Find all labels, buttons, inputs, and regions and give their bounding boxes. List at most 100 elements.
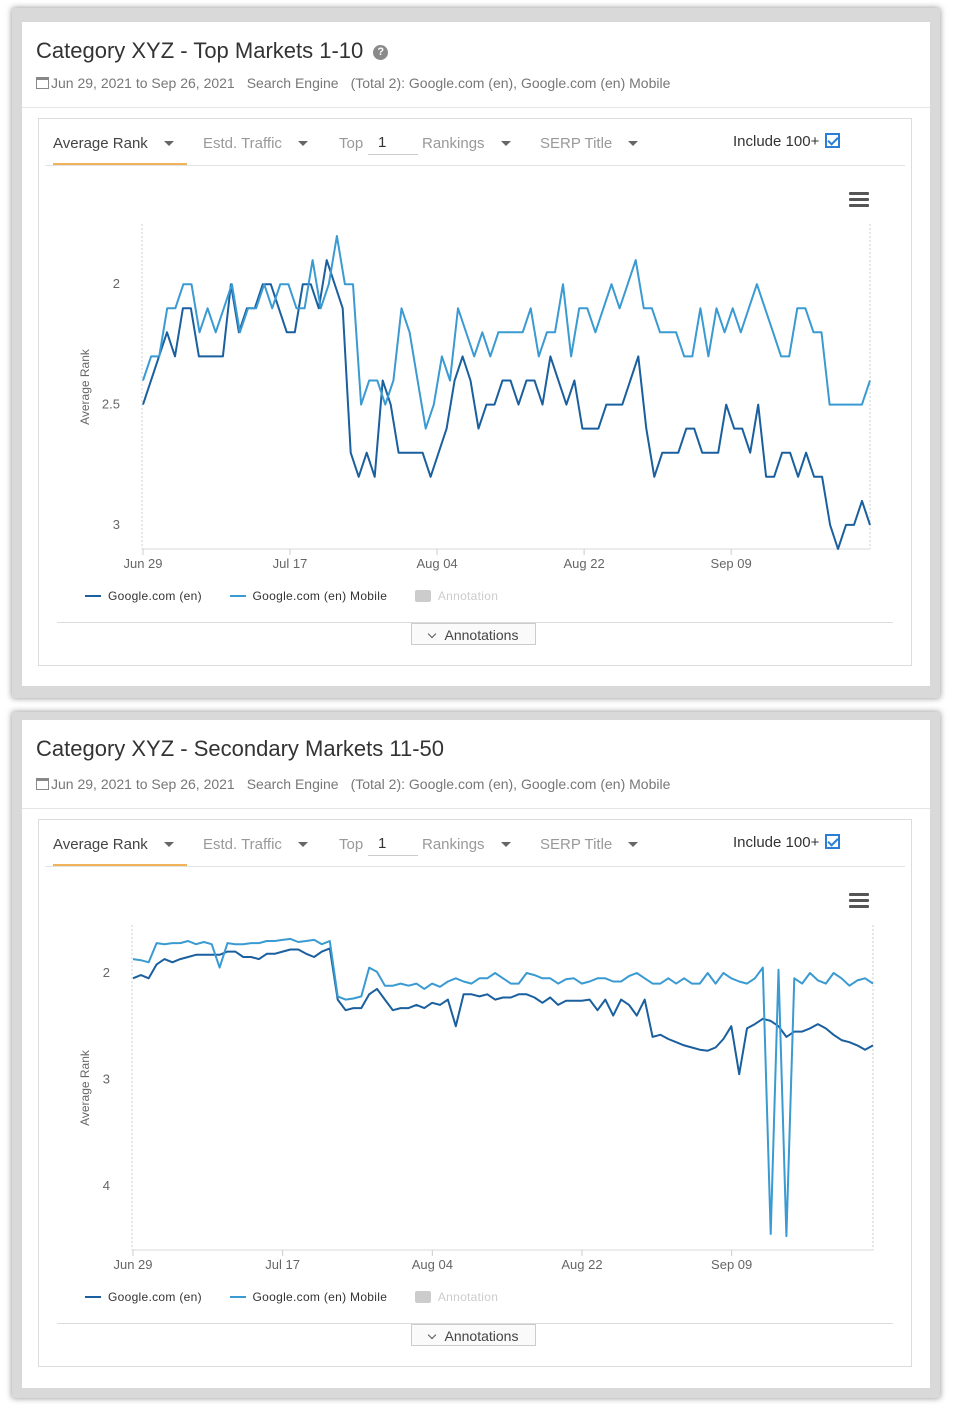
include-100-toggle[interactable]: Include 100+: [733, 834, 841, 851]
report-panel-top-markets: Category XYZ - Top Markets 1-10? Jun 29,…: [12, 8, 940, 698]
x-tick-label: Aug 04: [412, 1257, 453, 1272]
chart-container: Average Rank Estd. Traffic Top 1 Ranking…: [38, 819, 912, 1367]
y-axis-title: Average Rank: [78, 1049, 92, 1126]
report-meta: Jun 29, 2021 to Sep 26, 2021 Search Engin…: [36, 75, 670, 91]
include-100-checkbox[interactable]: [825, 133, 841, 148]
rank-chart-svg: 2 3 4 Average Rank Jun 29 Jul 17 Aug 04 Aug 22 S…: [78, 925, 874, 1272]
chevron-down-icon: [628, 141, 639, 146]
x-tick-label: Sep 09: [711, 1257, 752, 1272]
legend-item-annotation[interactable]: Annotation: [414, 589, 499, 603]
date-range: Jun 29, 2021 to Sep 26, 2021: [51, 776, 235, 792]
average-rank-dropdown[interactable]: Average Rank: [53, 836, 174, 853]
help-icon[interactable]: ?: [373, 45, 389, 60]
y-axis-title: Average Rank: [78, 348, 92, 425]
x-tick-label: Aug 22: [563, 556, 604, 571]
legend-item-annotation[interactable]: Annotation: [414, 1290, 499, 1304]
series-line-google-en[interactable]: [132, 947, 874, 1076]
chevron-down-icon: [297, 842, 308, 847]
top-count-input[interactable]: 1: [368, 131, 418, 155]
chart-menu-icon[interactable]: [849, 893, 869, 908]
legend-label-desktop: Google.com (en): [108, 1290, 202, 1304]
annotations-label: Annotations: [444, 627, 519, 643]
report-card: Category XYZ - Secondary Markets 11-50 J…: [22, 720, 930, 1388]
rankings-dropdown[interactable]: Rankings: [422, 836, 511, 853]
legend-label-annotation: Annotation: [437, 1290, 499, 1304]
top-label: Top: [339, 836, 364, 853]
average-rank-label: Average Rank: [53, 836, 148, 853]
header-divider: [22, 808, 930, 809]
x-tick-label: Sep 09: [711, 556, 752, 571]
rankings-label: Rankings: [422, 135, 485, 152]
legend-label-mobile: Google.com (en) Mobile: [252, 1290, 388, 1304]
series-line-google-en[interactable]: [142, 259, 871, 550]
chart-footer-divider: [57, 622, 893, 623]
calendar-icon: [36, 77, 49, 89]
chart-legend: Google.com (en) Google.com (en) Mobile A…: [85, 1290, 522, 1304]
legend-swatch-mobile: [229, 1296, 246, 1298]
legend-item-mobile[interactable]: Google.com (en) Mobile: [229, 589, 388, 603]
active-tab-underline: [53, 163, 187, 165]
calendar-icon: [36, 778, 49, 790]
annotations-button[interactable]: Annotations: [411, 1324, 536, 1346]
legend-label-mobile: Google.com (en) Mobile: [252, 589, 388, 603]
search-engine-label: Search Engine: [246, 75, 339, 91]
include-100-toggle[interactable]: Include 100+: [733, 133, 841, 150]
chevron-down-icon: [427, 1330, 436, 1340]
top-count-input[interactable]: 1: [368, 832, 418, 856]
legend-item-desktop[interactable]: Google.com (en): [85, 589, 202, 603]
chevron-down-icon: [163, 141, 174, 146]
chart-footer-divider: [57, 1323, 893, 1324]
chevron-down-icon: [297, 141, 308, 146]
x-tick-label: Jul 17: [265, 1257, 300, 1272]
legend-item-desktop[interactable]: Google.com (en): [85, 1290, 202, 1304]
estd-traffic-label: Estd. Traffic: [203, 135, 282, 152]
card-title: Category XYZ - Secondary Markets 11-50: [36, 736, 444, 761]
chart-toolbar: Average Rank Estd. Traffic Top 1 Ranking…: [45, 119, 905, 166]
date-range: Jun 29, 2021 to Sep 26, 2021: [51, 75, 235, 91]
estd-traffic-dropdown[interactable]: Estd. Traffic: [203, 135, 308, 152]
chevron-down-icon: [427, 629, 436, 639]
search-engine-label: Search Engine: [246, 776, 339, 792]
legend-item-mobile[interactable]: Google.com (en) Mobile: [229, 1290, 388, 1304]
serp-title-label: SERP Title: [540, 836, 613, 853]
legend-swatch-desktop: [85, 595, 101, 597]
chevron-down-icon: [163, 842, 174, 847]
serp-title-dropdown[interactable]: SERP Title: [540, 135, 639, 152]
engines-list: (Total 2): Google.com (en), Google.com (…: [350, 776, 671, 792]
include-100-checkbox[interactable]: [825, 834, 841, 849]
series-line-google-en-mobile[interactable]: [132, 937, 874, 1238]
legend-swatch-annotation: [414, 1291, 431, 1303]
header-divider: [22, 107, 930, 108]
annotations-label: Annotations: [444, 1328, 519, 1344]
x-tick-label: Jun 29: [113, 1257, 152, 1272]
chart-menu-icon[interactable]: [849, 192, 869, 207]
legend-label-desktop: Google.com (en): [108, 589, 202, 603]
average-rank-dropdown[interactable]: Average Rank: [53, 135, 174, 152]
y-tick-label: 3: [103, 1072, 110, 1087]
engines-list: (Total 2): Google.com (en), Google.com (…: [350, 75, 671, 91]
serp-title-label: SERP Title: [540, 135, 613, 152]
chevron-down-icon: [500, 141, 511, 146]
include-100-label: Include 100+: [733, 834, 820, 851]
rankings-dropdown[interactable]: Rankings: [422, 135, 511, 152]
legend-label-annotation: Annotation: [437, 589, 499, 603]
chart-legend: Google.com (en) Google.com (en) Mobile A…: [85, 589, 522, 603]
x-tick-label: Aug 22: [561, 1257, 602, 1272]
y-tick-label: 2: [113, 276, 120, 291]
series-line-google-en-mobile[interactable]: [142, 235, 871, 430]
report-meta: Jun 29, 2021 to Sep 26, 2021 Search Engin…: [36, 776, 670, 792]
annotations-button[interactable]: Annotations: [411, 623, 536, 645]
legend-swatch-desktop: [85, 1296, 101, 1298]
serp-title-dropdown[interactable]: SERP Title: [540, 836, 639, 853]
active-tab-underline: [53, 864, 187, 866]
estd-traffic-dropdown[interactable]: Estd. Traffic: [203, 836, 308, 853]
estd-traffic-label: Estd. Traffic: [203, 836, 282, 853]
y-tick-label: 3: [113, 517, 120, 532]
include-100-label: Include 100+: [733, 133, 820, 150]
y-tick-label: 4: [103, 1178, 110, 1193]
report-panel-secondary-markets: Category XYZ - Secondary Markets 11-50 J…: [12, 712, 940, 1398]
card-title-row: Category XYZ - Top Markets 1-10?: [36, 38, 389, 64]
y-tick-label: 2: [103, 965, 110, 980]
card-title: Category XYZ - Top Markets 1-10: [36, 38, 364, 63]
chart-container: Average Rank Estd. Traffic Top 1 Ranking…: [38, 118, 912, 666]
